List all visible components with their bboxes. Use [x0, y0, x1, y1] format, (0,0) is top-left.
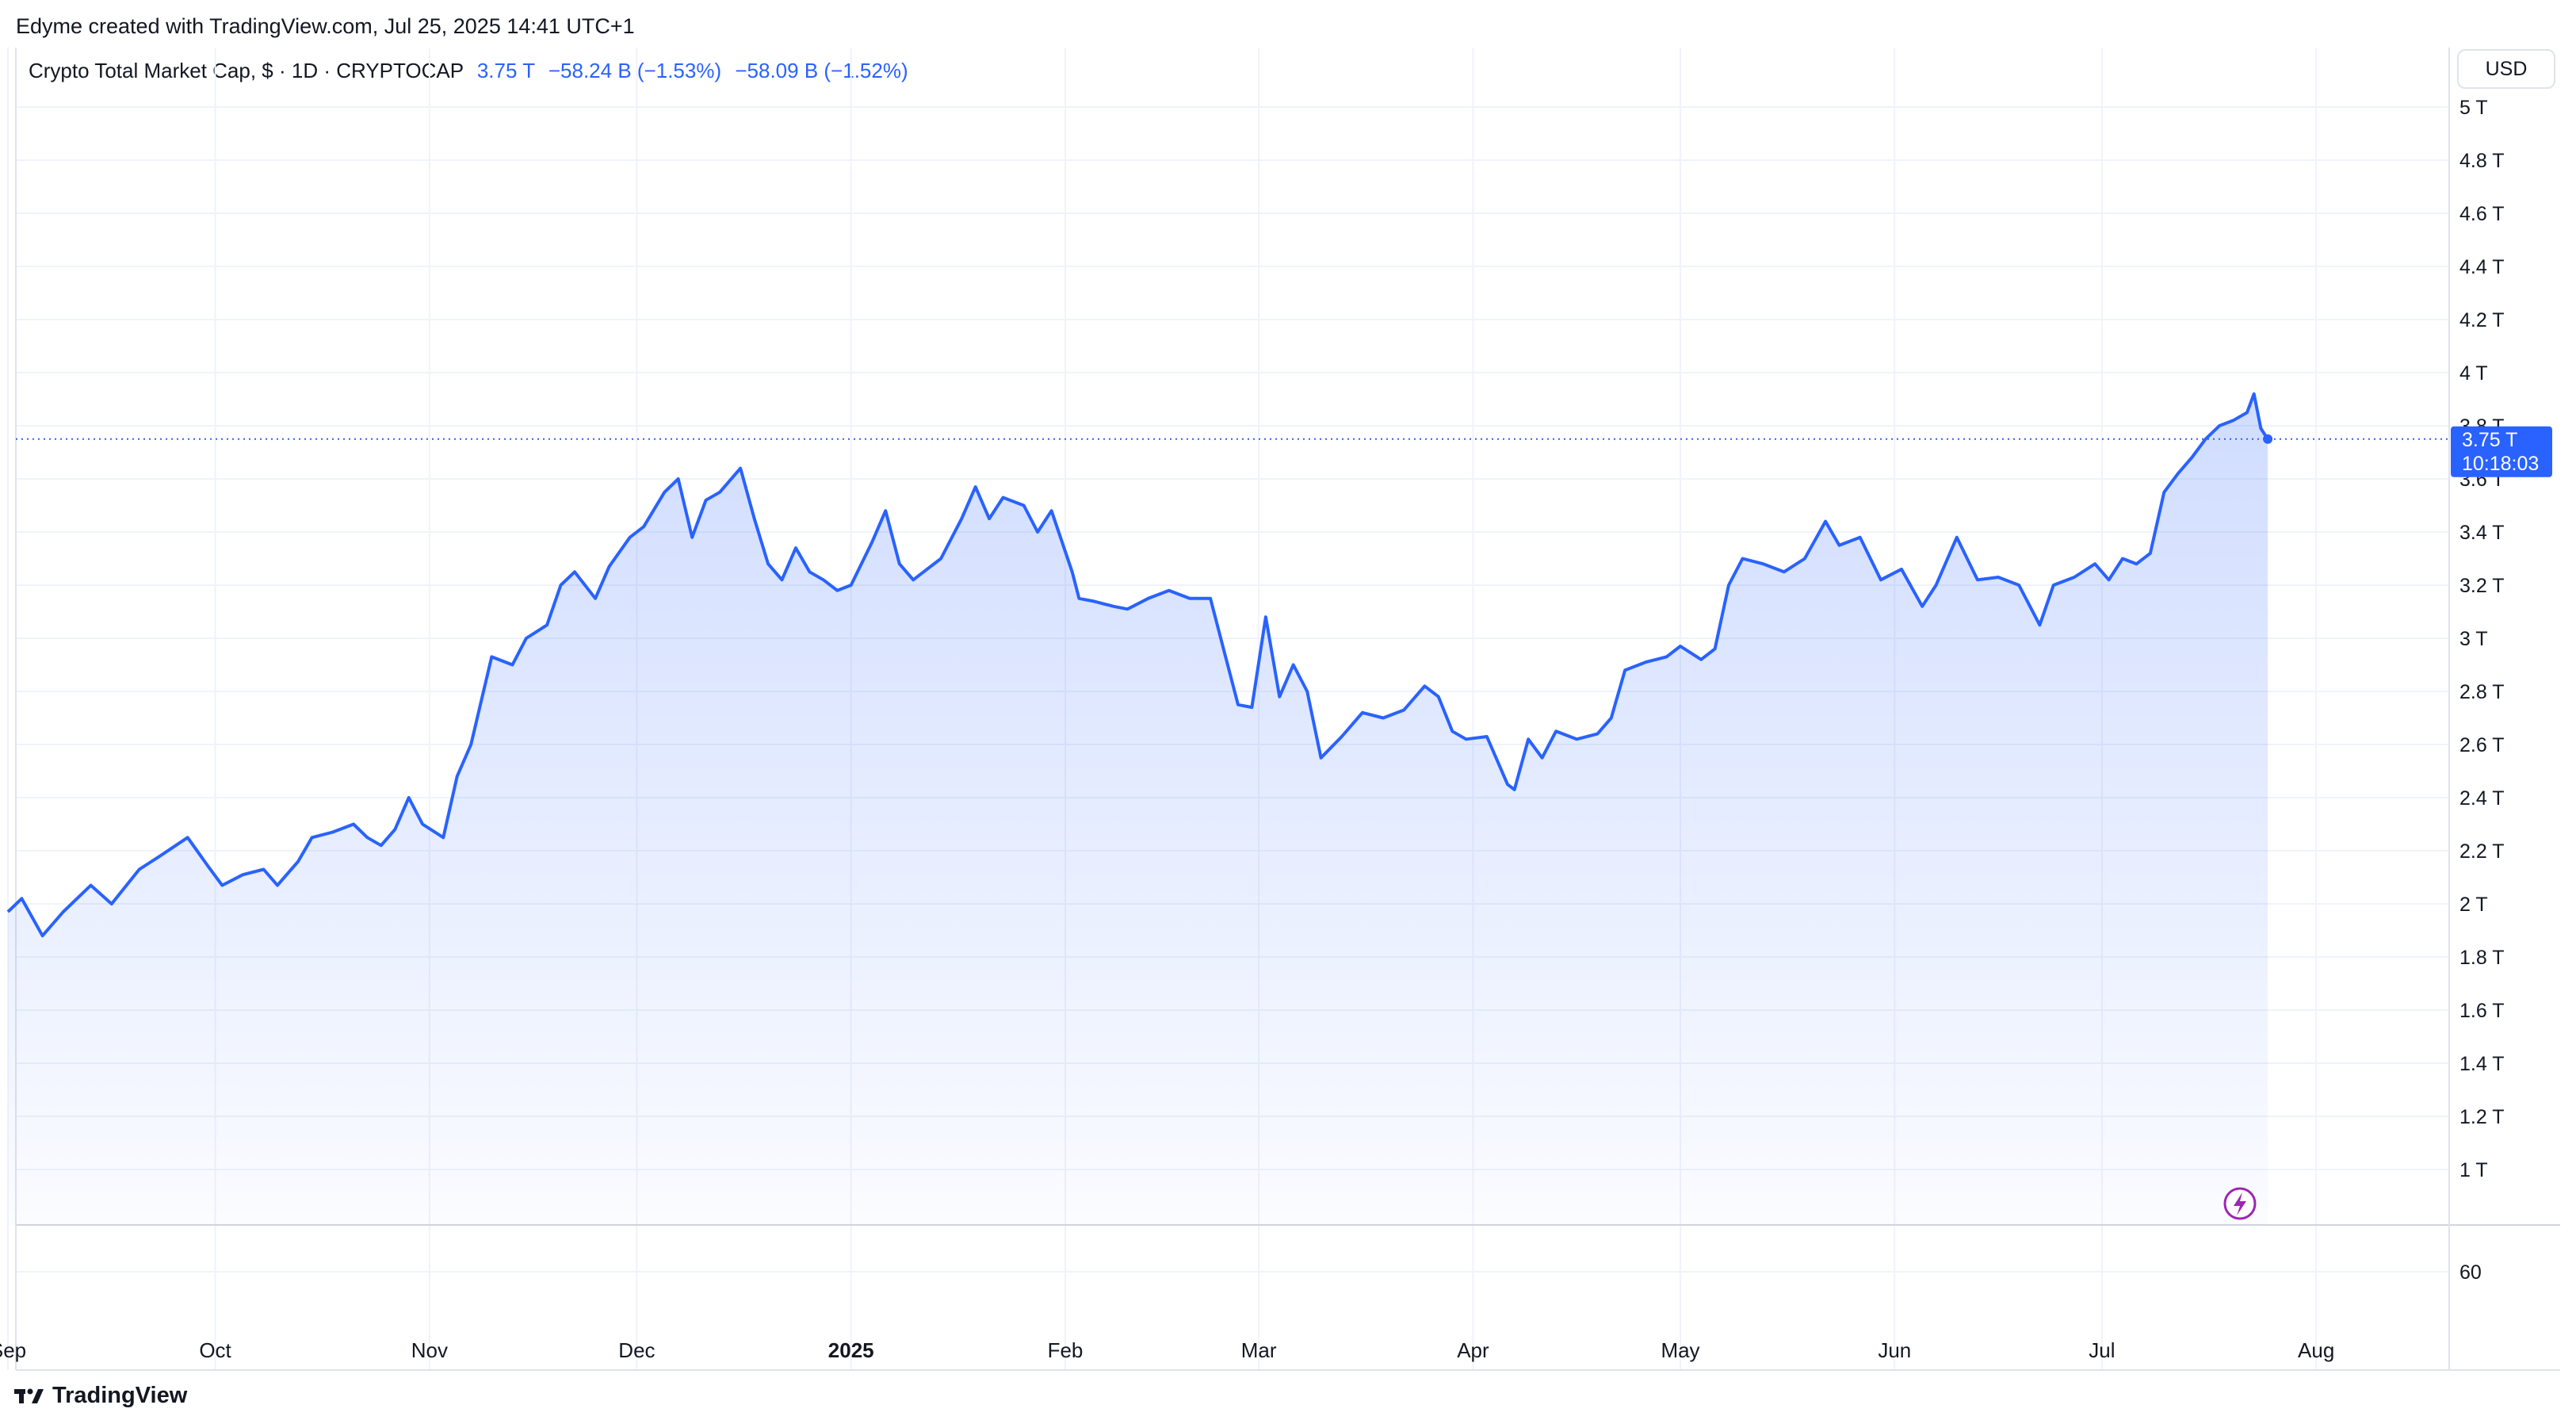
- tradingview-logo-icon: [14, 1388, 44, 1403]
- x-tick-label: Jul: [2089, 1338, 2115, 1362]
- y-tick-label: 2.4 T: [2459, 787, 2505, 810]
- change-value: −58.24 B (−1.53%): [548, 59, 722, 82]
- y-tick-label: 4.6 T: [2459, 203, 2505, 225]
- y-tick-label: 1.6 T: [2459, 1000, 2505, 1022]
- flash-icon-bolt: [2234, 1192, 2246, 1215]
- x-tick-label: May: [1661, 1338, 1699, 1362]
- axis-layer: 1 T 1.2 T 1.4 T 1.6 T 1.8 T 2 T 2.2 T 2.4 T 2.6 …: [0, 97, 2505, 1362]
- y-tick-label: 2.2 T: [2459, 840, 2505, 863]
- flash-icon[interactable]: [2223, 1187, 2257, 1220]
- countdown-label: 10:18:03: [2462, 453, 2539, 475]
- last-price-dot: [2263, 434, 2273, 444]
- brand-name: TradingView: [52, 1383, 188, 1408]
- x-tick-label: Aug: [2298, 1338, 2334, 1362]
- y-tick-label: 3 T: [2459, 628, 2488, 650]
- volume-tick-label: 60: [2459, 1261, 2482, 1284]
- y-tick-label: 4.2 T: [2459, 309, 2505, 331]
- y-tick-label: 1 T: [2459, 1159, 2488, 1181]
- y-tick-label: 4.8 T: [2459, 150, 2505, 172]
- y-tick-label: 1.2 T: [2459, 1106, 2505, 1128]
- x-tick-label: Apr: [1457, 1338, 1489, 1362]
- price-line[interactable]: [6, 392, 2269, 938]
- y-tick-label: 3.4 T: [2459, 522, 2505, 544]
- y-tick-label: 1.4 T: [2459, 1053, 2505, 1075]
- x-tick-label: Mar: [1241, 1338, 1277, 1362]
- y-tick-label: 2 T: [2459, 894, 2488, 916]
- y-tick-label: 3.2 T: [2459, 575, 2505, 597]
- x-tick-label: 2025: [828, 1338, 874, 1362]
- y-tick-label: 5 T: [2459, 97, 2488, 119]
- tradingview-brand[interactable]: TradingView: [14, 1383, 187, 1409]
- last-price-badge: [2451, 426, 2552, 477]
- last-price-label: 3.75 T: [2462, 429, 2517, 451]
- overlay-layer: 3.75 T10:18:03: [16, 426, 2552, 1220]
- last-value: 3.75 T: [476, 59, 535, 82]
- y-tick-label: 2.6 T: [2459, 734, 2505, 756]
- currency-selector[interactable]: USD: [2457, 49, 2555, 89]
- x-tick-label: Dec: [618, 1338, 655, 1362]
- y-tick-label: 4.4 T: [2459, 256, 2505, 278]
- y-tick-label: 4 T: [2459, 362, 2488, 385]
- area-layer: [6, 392, 2269, 1225]
- x-tick-label: Sep: [0, 1338, 26, 1362]
- symbol-legend: Crypto Total Market Cap, $ · 1D · CRYPTO…: [29, 59, 908, 83]
- x-tick-label: Nov: [411, 1338, 448, 1362]
- y-tick-label: 2.8 T: [2459, 681, 2505, 703]
- y-tick-label: 1.8 T: [2459, 947, 2505, 969]
- x-tick-label: Oct: [199, 1338, 231, 1362]
- chart-credit: Edyme created with TradingView.com, Jul …: [16, 14, 635, 38]
- change-value-alt: −58.09 B (−1.52%): [735, 59, 908, 82]
- x-tick-label: Jun: [1878, 1338, 1911, 1362]
- x-tick-label: Feb: [1048, 1338, 1084, 1362]
- area-fill: [8, 393, 2268, 1225]
- symbol-title[interactable]: Crypto Total Market Cap, $ · 1D · CRYPTO…: [29, 59, 464, 82]
